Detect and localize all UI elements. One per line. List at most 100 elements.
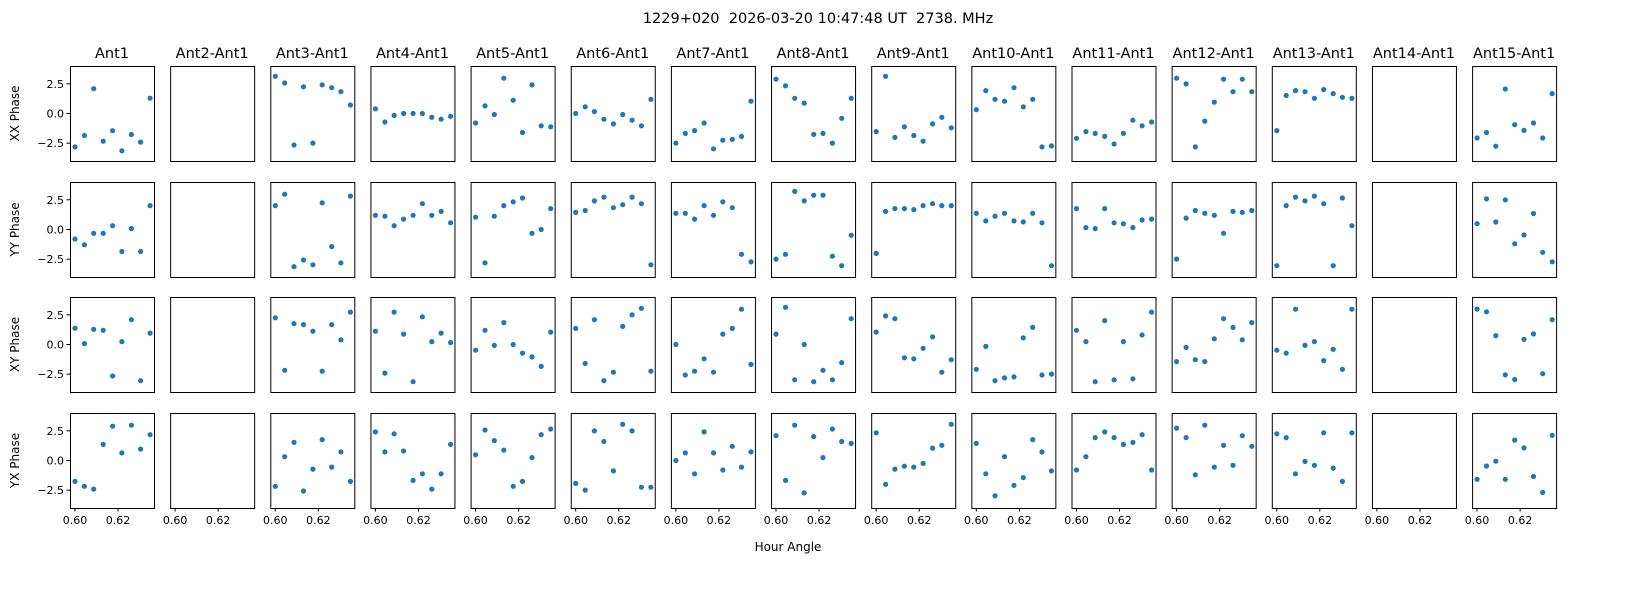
data-point	[110, 373, 116, 379]
data-point	[901, 124, 908, 130]
subplot-ant13-ant1-row-1	[1271, 182, 1357, 278]
data-point	[748, 449, 754, 455]
y-tick-label: 2.5	[47, 425, 65, 438]
data-point	[372, 328, 378, 334]
subplot-ant6-ant1-row-2	[570, 297, 656, 393]
x-tick-label: 0.62	[1107, 514, 1132, 527]
data-point	[1349, 95, 1355, 101]
axes-frame	[470, 413, 556, 509]
data-point	[1474, 476, 1480, 482]
data-point	[1302, 198, 1308, 204]
subplot-ant12-ant1-row-3: 0.60 0.62	[1164, 413, 1257, 527]
data-point	[138, 378, 144, 384]
axes-frame	[1371, 413, 1457, 509]
data-point	[1349, 306, 1355, 312]
data-point	[811, 434, 817, 440]
data-point	[1073, 206, 1080, 212]
subplot-ant11-ant1-row-2	[1071, 297, 1157, 393]
subplot-ant2-ant1-row-1	[170, 182, 256, 278]
data-point	[128, 317, 134, 323]
y-tick-label: −2.5	[37, 137, 64, 150]
subplot-ant9-ant1-row-0	[871, 66, 957, 162]
data-point	[638, 123, 645, 129]
data-point	[72, 325, 78, 331]
data-point	[920, 203, 926, 209]
data-point	[983, 218, 989, 224]
data-point	[1230, 462, 1236, 468]
data-point	[1493, 333, 1499, 339]
data-point	[438, 330, 444, 336]
data-point	[401, 448, 407, 454]
data-point	[1230, 208, 1236, 214]
y-tick-label: 0.0	[47, 339, 65, 352]
x-tick-label: 0.60	[163, 514, 188, 527]
axes-frame	[1472, 182, 1558, 278]
subplot-ant9-ant1-row-3: 0.60 0.62	[864, 413, 957, 527]
data-point	[939, 114, 945, 120]
data-point	[548, 206, 554, 212]
data-point	[738, 306, 745, 312]
data-point	[601, 116, 607, 122]
axes-frame	[70, 413, 155, 509]
data-point	[482, 427, 488, 433]
data-point	[648, 96, 654, 102]
data-point	[1174, 425, 1180, 431]
x-tick-label: 0.62	[1408, 514, 1433, 527]
y-tick-label: −2.5	[37, 484, 64, 497]
subplot-ant5-ant1-row-1	[470, 182, 556, 278]
subplot-ant4-ant1-row-0	[370, 66, 456, 162]
data-point	[110, 223, 116, 229]
subplot-ant10-ant1-row-2	[971, 297, 1057, 393]
data-point	[1483, 196, 1490, 202]
data-point	[529, 354, 535, 360]
data-point	[701, 356, 707, 362]
data-point	[272, 73, 278, 79]
data-point	[1512, 376, 1518, 383]
data-point	[519, 350, 526, 356]
data-point	[920, 460, 926, 466]
axes-frame	[570, 182, 656, 278]
subplot-ant5-ant1-row-2	[470, 297, 556, 393]
data-point	[1321, 201, 1327, 207]
data-point	[839, 438, 845, 445]
subplot-ant3-ant1-row-3: 0.60 0.62	[263, 413, 356, 527]
data-point	[801, 490, 807, 496]
data-point	[300, 322, 307, 328]
data-point	[710, 212, 717, 218]
subplot-ant11-ant1-row-1	[1071, 182, 1157, 278]
data-point	[811, 131, 817, 137]
axes-frame	[771, 413, 857, 509]
data-point	[300, 488, 307, 494]
data-point	[601, 194, 607, 200]
data-point	[1111, 220, 1117, 226]
data-point	[720, 199, 726, 205]
subplot-ant6-ant1-row-3: 0.60 0.62	[563, 413, 656, 527]
axes-frame	[70, 297, 155, 393]
subplot-ant3-ant1-row-1	[270, 182, 356, 278]
axes-frame	[1371, 297, 1457, 393]
data-point	[501, 320, 507, 326]
data-point	[911, 464, 917, 470]
data-point	[848, 316, 854, 322]
data-point	[601, 378, 607, 384]
data-point	[1249, 89, 1255, 95]
data-point	[510, 97, 516, 103]
axes-frame	[270, 182, 356, 278]
data-point	[1549, 317, 1555, 323]
data-point	[482, 327, 488, 333]
data-point	[901, 206, 908, 212]
data-point	[473, 214, 479, 220]
data-point	[338, 449, 344, 455]
data-point	[91, 326, 97, 332]
data-point	[883, 313, 889, 319]
subplot-ant3-ant1-row-2	[270, 297, 356, 393]
data-point	[1102, 133, 1108, 139]
data-point	[138, 139, 144, 145]
x-tick-label: 0.62	[807, 514, 832, 527]
data-point	[1292, 88, 1299, 94]
data-point	[692, 368, 698, 374]
data-point	[1493, 219, 1499, 225]
data-point	[1092, 379, 1098, 385]
data-point	[81, 242, 87, 248]
panel-title: Ant14-Ant1	[1373, 46, 1455, 62]
